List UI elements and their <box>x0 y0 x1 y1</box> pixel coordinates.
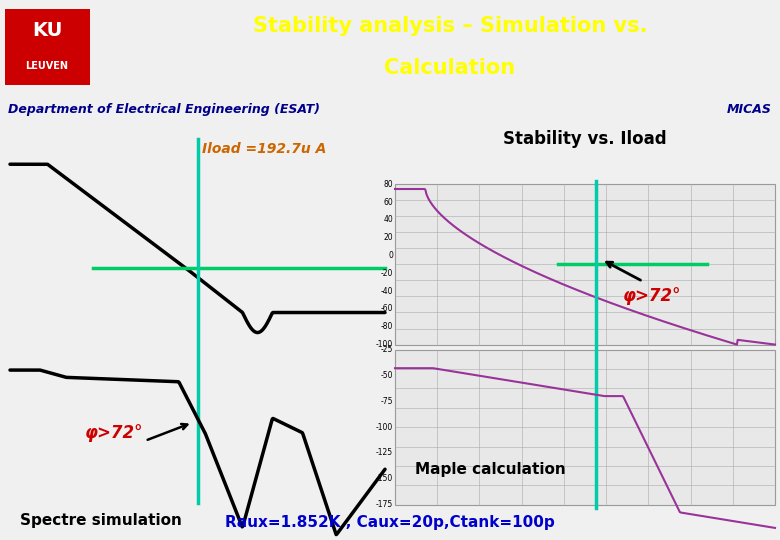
Text: -50: -50 <box>381 371 393 380</box>
Bar <box>395 349 775 505</box>
Text: Iload =192.7u A: Iload =192.7u A <box>203 142 327 156</box>
Text: -100: -100 <box>376 340 393 349</box>
Text: Maple calculation: Maple calculation <box>415 462 566 477</box>
Text: 80: 80 <box>384 180 393 188</box>
Text: -75: -75 <box>381 397 393 406</box>
Text: Department of Electrical Engineering (ESAT): Department of Electrical Engineering (ES… <box>8 103 320 116</box>
Text: LEUVEN: LEUVEN <box>26 61 69 71</box>
Text: Calculation: Calculation <box>385 58 516 78</box>
Text: -125: -125 <box>376 448 393 457</box>
Text: 60: 60 <box>383 198 393 206</box>
Text: 20: 20 <box>384 233 393 242</box>
Text: φ>72°: φ>72° <box>623 287 682 306</box>
Text: Raux=1.852K , Caux=20p,Ctank=100p: Raux=1.852K , Caux=20p,Ctank=100p <box>225 515 555 530</box>
Text: -60: -60 <box>381 305 393 313</box>
Text: -25: -25 <box>381 345 393 354</box>
Bar <box>5 10 90 85</box>
Text: Spectre simulation: Spectre simulation <box>20 514 182 529</box>
Text: Stability analysis – Simulation vs.: Stability analysis – Simulation vs. <box>253 16 647 37</box>
Text: φ>72°: φ>72° <box>85 424 144 442</box>
Text: MICAS: MICAS <box>727 103 772 116</box>
Bar <box>395 184 775 345</box>
Text: KU: KU <box>32 21 62 40</box>
Text: 0: 0 <box>388 251 393 260</box>
Text: 40: 40 <box>383 215 393 224</box>
Text: -150: -150 <box>376 474 393 483</box>
Text: -40: -40 <box>381 287 393 295</box>
Text: -20: -20 <box>381 269 393 278</box>
Text: -100: -100 <box>376 423 393 431</box>
Text: -175: -175 <box>376 500 393 509</box>
Text: Stability vs. Iload: Stability vs. Iload <box>503 130 667 148</box>
Text: -80: -80 <box>381 322 393 331</box>
